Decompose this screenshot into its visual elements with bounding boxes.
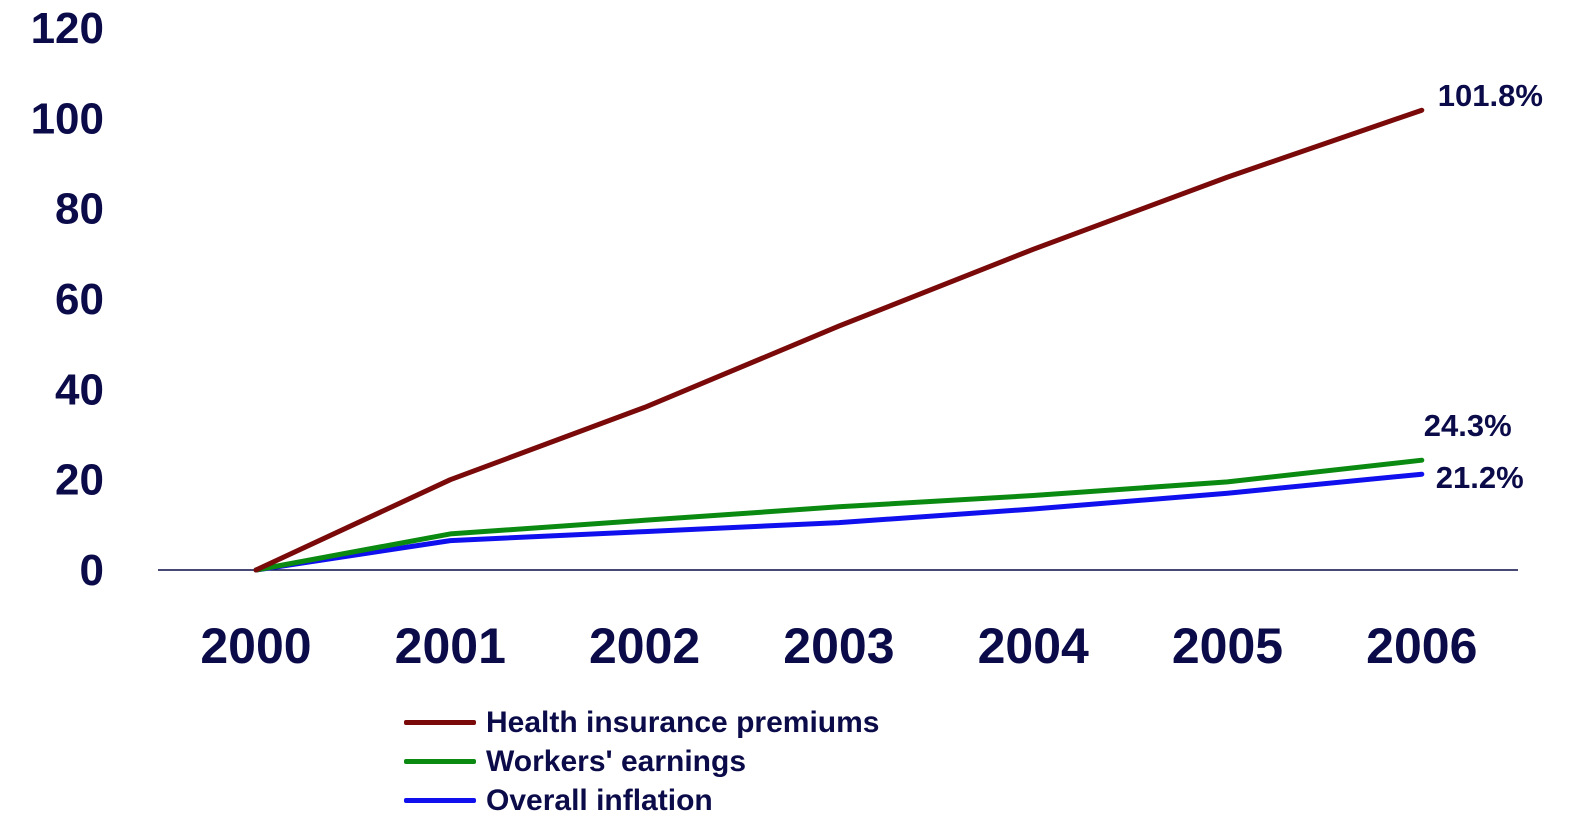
series-line-0 — [253, 107, 1425, 573]
end-label-0: 101.8% — [1438, 78, 1543, 113]
x-tick-label: 2002 — [589, 618, 700, 674]
series-lines — [253, 107, 1425, 573]
legend-label-earnings: Workers' earnings — [486, 744, 747, 778]
end-label-1: 24.3% — [1424, 408, 1512, 443]
y-tick-label: 120 — [31, 4, 104, 53]
legend-item-health: Health insurance premiums — [404, 703, 879, 742]
legend-label-health: Health insurance premiums — [486, 705, 880, 739]
y-tick-label: 60 — [55, 275, 104, 324]
y-tick-label: 0 — [80, 546, 104, 595]
x-tick-label: 2004 — [978, 618, 1089, 674]
legend-swatch-earnings — [404, 759, 476, 764]
legend: Health insurance premiums Workers' earni… — [404, 703, 879, 820]
x-axis-ticks: 2000 2001 2002 2003 2004 2005 2006 — [200, 618, 1477, 674]
y-tick-label: 40 — [55, 365, 104, 414]
legend-swatch-health — [404, 720, 476, 725]
legend-item-inflation: Overall inflation — [404, 781, 879, 820]
series-line-1 — [253, 457, 1425, 573]
x-tick-label: 2005 — [1172, 618, 1283, 674]
end-labels: 101.8% 24.3% 21.2% — [1424, 78, 1543, 495]
end-label-2: 21.2% — [1436, 460, 1524, 495]
y-tick-label: 20 — [55, 456, 104, 505]
series-line-2 — [253, 471, 1425, 573]
x-tick-label: 2006 — [1366, 618, 1477, 674]
x-tick-label: 2000 — [200, 618, 311, 674]
legend-label-inflation: Overall inflation — [486, 783, 713, 817]
y-axis-ticks: 0 20 40 60 80 100 120 — [31, 4, 104, 595]
x-tick-label: 2003 — [783, 618, 894, 674]
legend-swatch-inflation — [404, 798, 476, 803]
x-tick-label: 2001 — [395, 618, 506, 674]
y-tick-label: 100 — [31, 94, 104, 143]
legend-item-earnings: Workers' earnings — [404, 742, 879, 781]
y-tick-label: 80 — [55, 185, 104, 234]
